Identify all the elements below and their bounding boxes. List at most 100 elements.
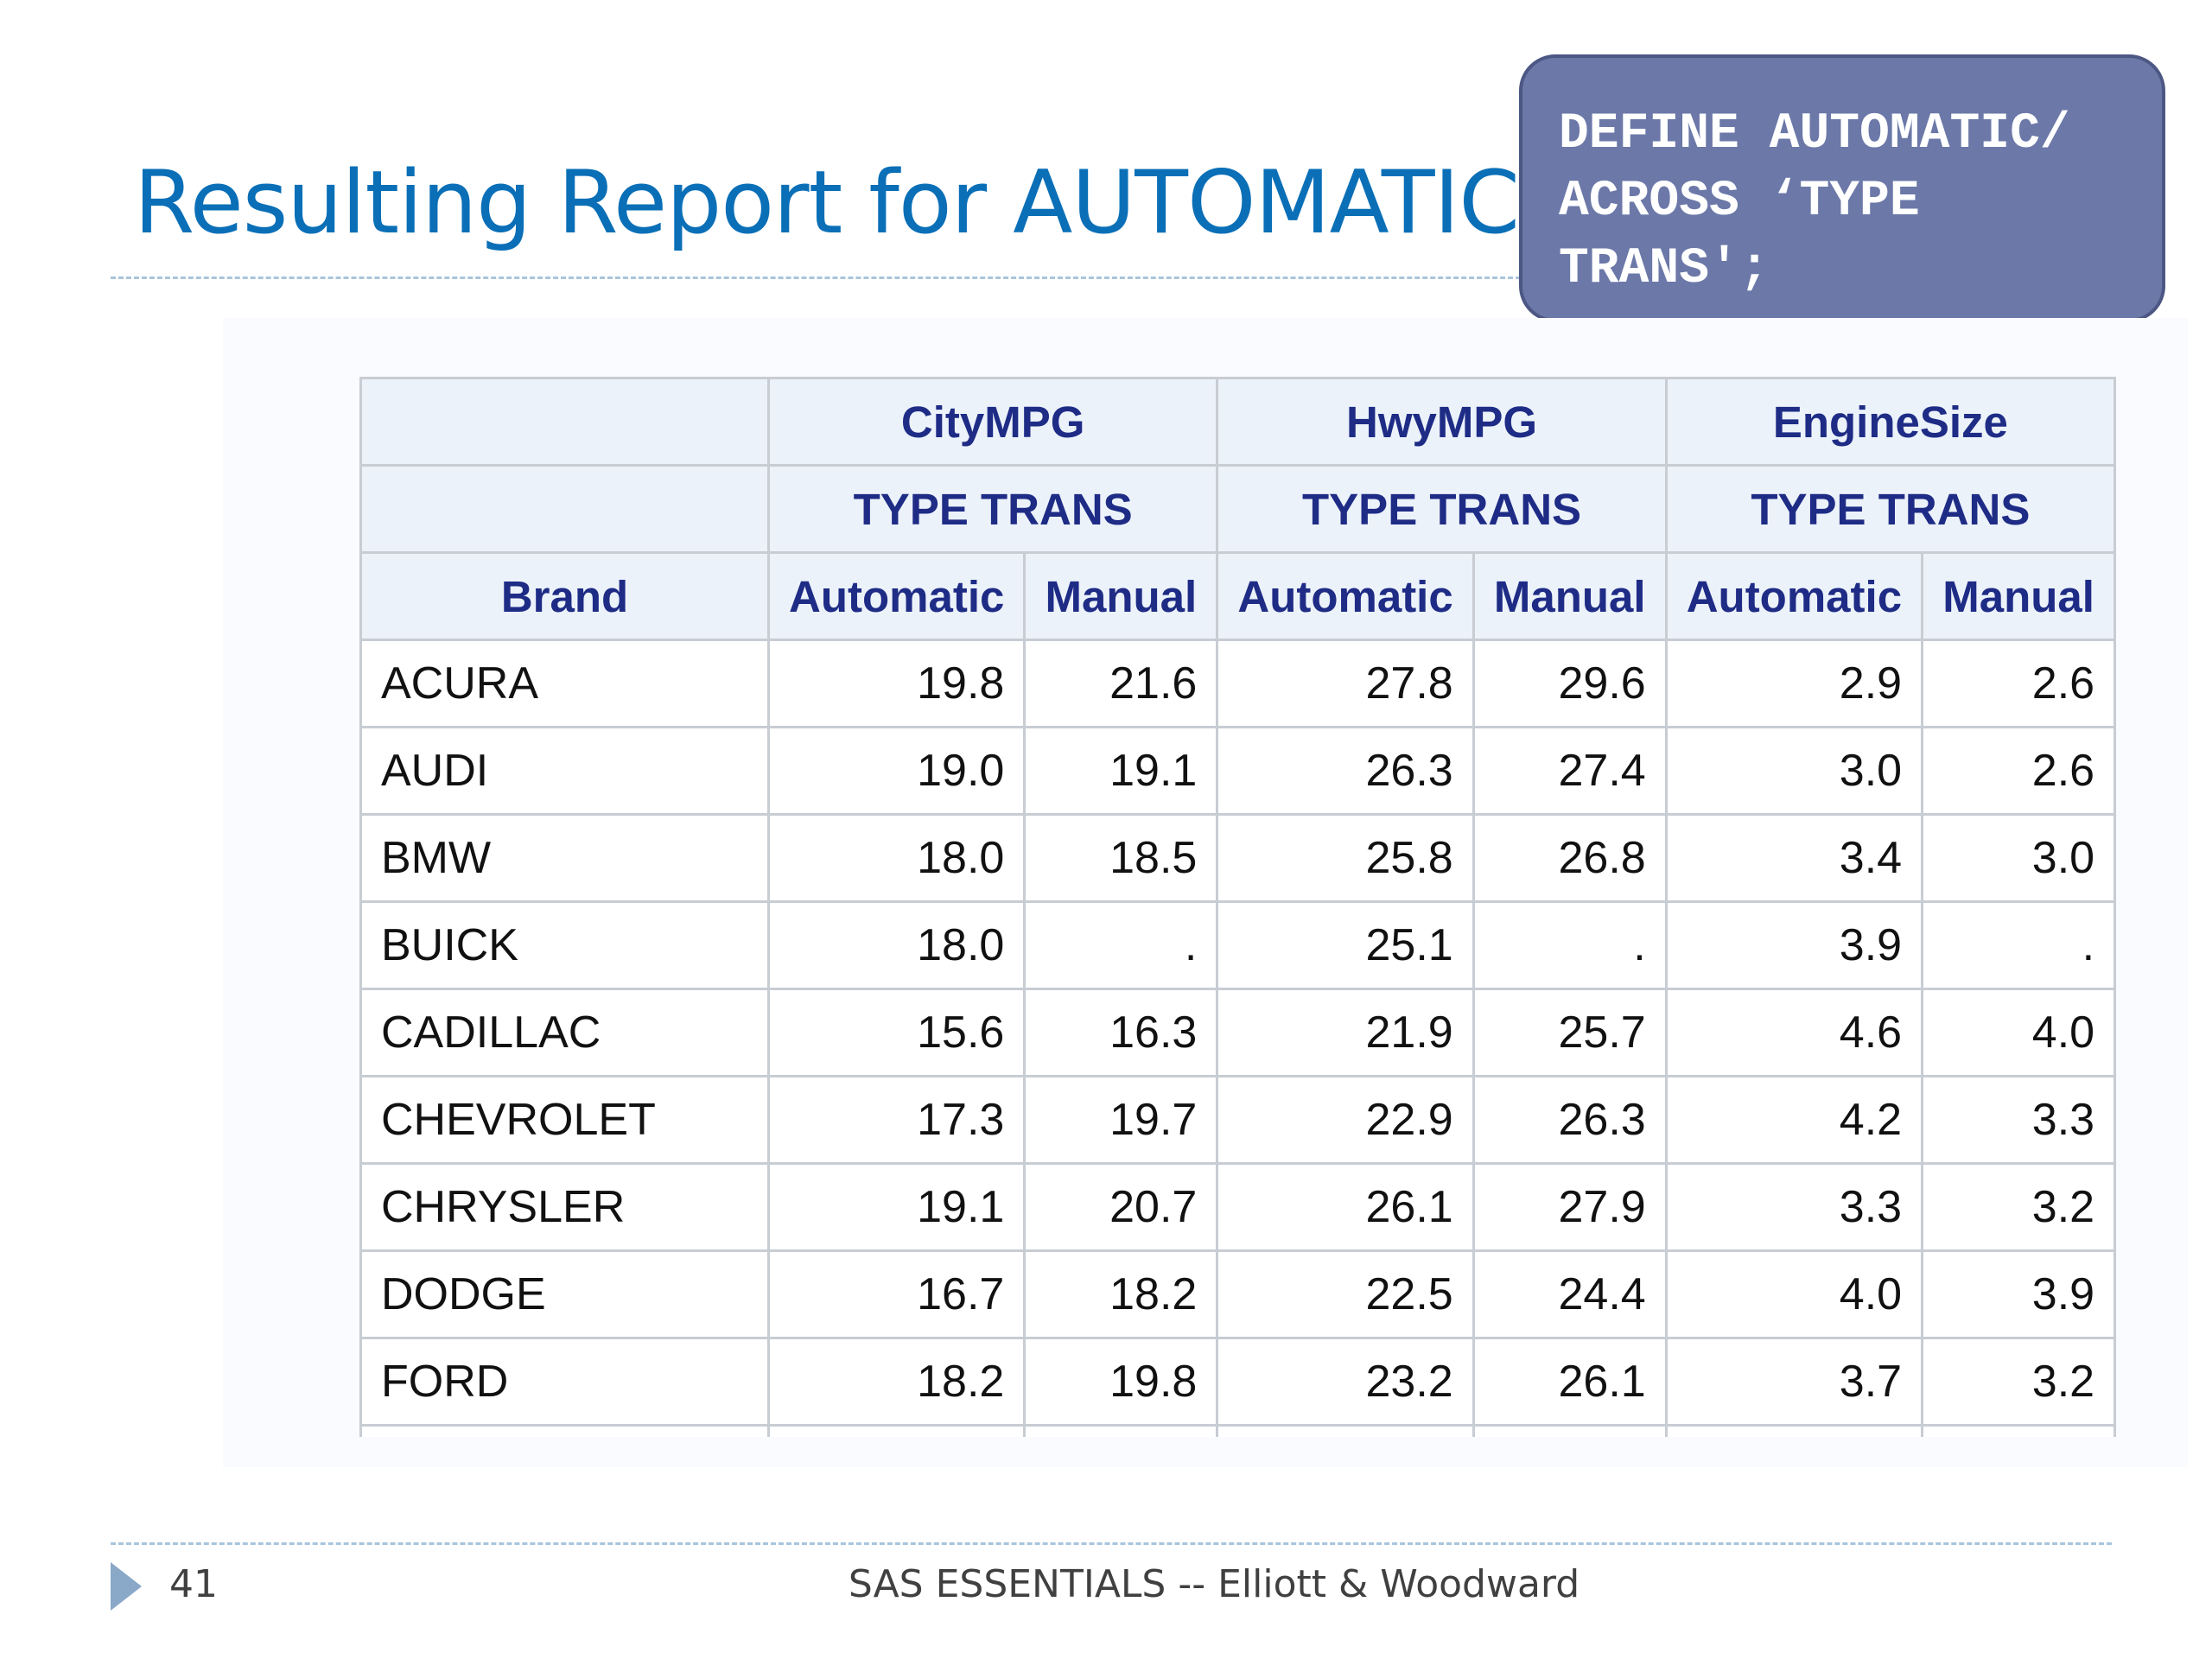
- manual-header: Manual: [1921, 551, 2117, 641]
- manual-header: Manual: [1471, 551, 1668, 641]
- value-cell: .: [1921, 900, 2117, 990]
- triangle-bullet-icon: [111, 1562, 142, 1611]
- empty-cell: [1921, 1424, 2117, 1437]
- value-cell: 15.6: [766, 988, 1027, 1077]
- callout-line: ACROSS ‘TYPE: [1559, 174, 1920, 230]
- table-row: CADILLAC 15.6 16.3 21.9 25.7 4.6 4.0: [359, 988, 2117, 1077]
- column-header-row: Brand Automatic Manual Automatic Manual …: [359, 551, 2117, 641]
- empty-cell: [1216, 1424, 1475, 1437]
- value-cell: 18.2: [1023, 1249, 1219, 1339]
- brand-cell: BMW: [359, 813, 770, 903]
- table-row: DODGE 16.7 18.2 22.5 24.4 4.0 3.9: [359, 1249, 2117, 1339]
- value-cell: 25.7: [1471, 988, 1668, 1077]
- value-cell: 19.8: [1023, 1337, 1219, 1427]
- value-cell: 4.6: [1664, 988, 1924, 1077]
- value-cell: 19.1: [1023, 726, 1219, 816]
- value-cell: 27.4: [1471, 726, 1668, 816]
- value-cell: 18.2: [766, 1337, 1027, 1427]
- value-cell: 3.4: [1664, 813, 1924, 903]
- header-corner: [359, 377, 770, 467]
- table-row: CHEVROLET 17.3 19.7 22.9 26.3 4.2 3.3: [359, 1075, 2117, 1165]
- callout-line: TRANS';: [1559, 241, 1770, 297]
- callout-line: DEFINE AUTOMATIC/: [1559, 106, 2070, 162]
- value-cell: 25.1: [1216, 900, 1475, 990]
- table-row: CHRYSLER 19.1 20.7 26.1 27.9 3.3 3.2: [359, 1162, 2117, 1252]
- value-cell: 26.1: [1216, 1162, 1475, 1252]
- empty-cell: [766, 1424, 1027, 1437]
- group-header-hwympg: HwyMPG: [1216, 377, 1668, 467]
- value-cell: 17.3: [766, 1075, 1027, 1165]
- value-cell: 3.7: [1664, 1337, 1924, 1427]
- value-cell: 3.9: [1664, 900, 1924, 990]
- across-header: TYPE TRANS: [1664, 464, 2117, 554]
- table-row-continuation: [359, 1424, 2117, 1437]
- value-cell: 19.7: [1023, 1075, 1219, 1165]
- value-cell: 29.6: [1471, 639, 1668, 728]
- brand-cell: CHRYSLER: [359, 1162, 770, 1252]
- value-cell: 2.9: [1664, 639, 1924, 728]
- value-cell: 16.3: [1023, 988, 1219, 1077]
- across-header-row: TYPE TRANS TYPE TRANS TYPE TRANS: [359, 464, 2117, 554]
- value-cell: 21.6: [1023, 639, 1219, 728]
- value-cell: 22.9: [1216, 1075, 1475, 1165]
- page-number: 41: [169, 1562, 218, 1606]
- value-cell: 23.2: [1216, 1337, 1475, 1427]
- value-cell: 19.8: [766, 639, 1027, 728]
- footer-divider: [111, 1542, 2112, 1545]
- value-cell: .: [1023, 900, 1219, 990]
- title-divider: [111, 276, 1536, 279]
- automatic-header: Automatic: [1216, 551, 1475, 641]
- brand-cell: FORD: [359, 1337, 770, 1427]
- value-cell: 18.5: [1023, 813, 1219, 903]
- table-row: ACURA 19.8 21.6 27.8 29.6 2.9 2.6: [359, 639, 2117, 728]
- report-table: CityMPG HwyMPG EngineSize TYPE TRANS TYP…: [359, 377, 2117, 1437]
- brand-cell: AUDI: [359, 726, 770, 816]
- value-cell: 26.8: [1471, 813, 1668, 903]
- across-header: TYPE TRANS: [766, 464, 1219, 554]
- table-row: AUDI 19.0 19.1 26.3 27.4 3.0 2.6: [359, 726, 2117, 816]
- brand-cell: CADILLAC: [359, 988, 770, 1077]
- table-row: BUICK 18.0. 25.1. 3.9.: [359, 900, 2117, 990]
- value-cell: 3.3: [1664, 1162, 1924, 1252]
- value-cell: 27.9: [1471, 1162, 1668, 1252]
- value-cell: 4.2: [1664, 1075, 1924, 1165]
- brand-header: Brand: [359, 551, 770, 641]
- value-cell: 26.3: [1216, 726, 1475, 816]
- group-header-enginesize: EngineSize: [1664, 377, 2117, 467]
- value-cell: 26.3: [1471, 1075, 1668, 1165]
- value-cell: 19.1: [766, 1162, 1027, 1252]
- value-cell: 24.4: [1471, 1249, 1668, 1339]
- table-row: BMW 18.0 18.5 25.8 26.8 3.4 3.0: [359, 813, 2117, 903]
- value-cell: .: [1471, 900, 1668, 990]
- value-cell: 20.7: [1023, 1162, 1219, 1252]
- header-corner: [359, 464, 770, 554]
- value-cell: 27.8: [1216, 639, 1475, 728]
- value-cell: 2.6: [1921, 726, 2117, 816]
- slide-title: Resulting Report for AUTOMATIC: [134, 151, 1520, 253]
- group-header-citympg: CityMPG: [766, 377, 1219, 467]
- automatic-header: Automatic: [766, 551, 1027, 641]
- value-cell: 25.8: [1216, 813, 1475, 903]
- value-cell: 3.9: [1921, 1249, 2117, 1339]
- value-cell: 3.0: [1921, 813, 2117, 903]
- value-cell: 16.7: [766, 1249, 1027, 1339]
- brand-cell: ACURA: [359, 639, 770, 728]
- value-cell: 4.0: [1921, 988, 2117, 1077]
- empty-cell: [1471, 1424, 1668, 1437]
- table-row: FORD 18.2 19.8 23.2 26.1 3.7 3.2: [359, 1337, 2117, 1427]
- value-cell: 22.5: [1216, 1249, 1475, 1339]
- value-cell: 2.6: [1921, 639, 2117, 728]
- value-cell: 3.0: [1664, 726, 1924, 816]
- value-cell: 3.2: [1921, 1162, 2117, 1252]
- across-header: TYPE TRANS: [1216, 464, 1668, 554]
- value-cell: 3.3: [1921, 1075, 2117, 1165]
- value-cell: 18.0: [766, 813, 1027, 903]
- value-cell: 4.0: [1664, 1249, 1924, 1339]
- manual-header: Manual: [1023, 551, 1219, 641]
- value-cell: 18.0: [766, 900, 1027, 990]
- brand-cell: DODGE: [359, 1249, 770, 1339]
- empty-cell: [1664, 1424, 1924, 1437]
- empty-cell: [1023, 1424, 1219, 1437]
- value-cell: 19.0: [766, 726, 1027, 816]
- automatic-header: Automatic: [1664, 551, 1924, 641]
